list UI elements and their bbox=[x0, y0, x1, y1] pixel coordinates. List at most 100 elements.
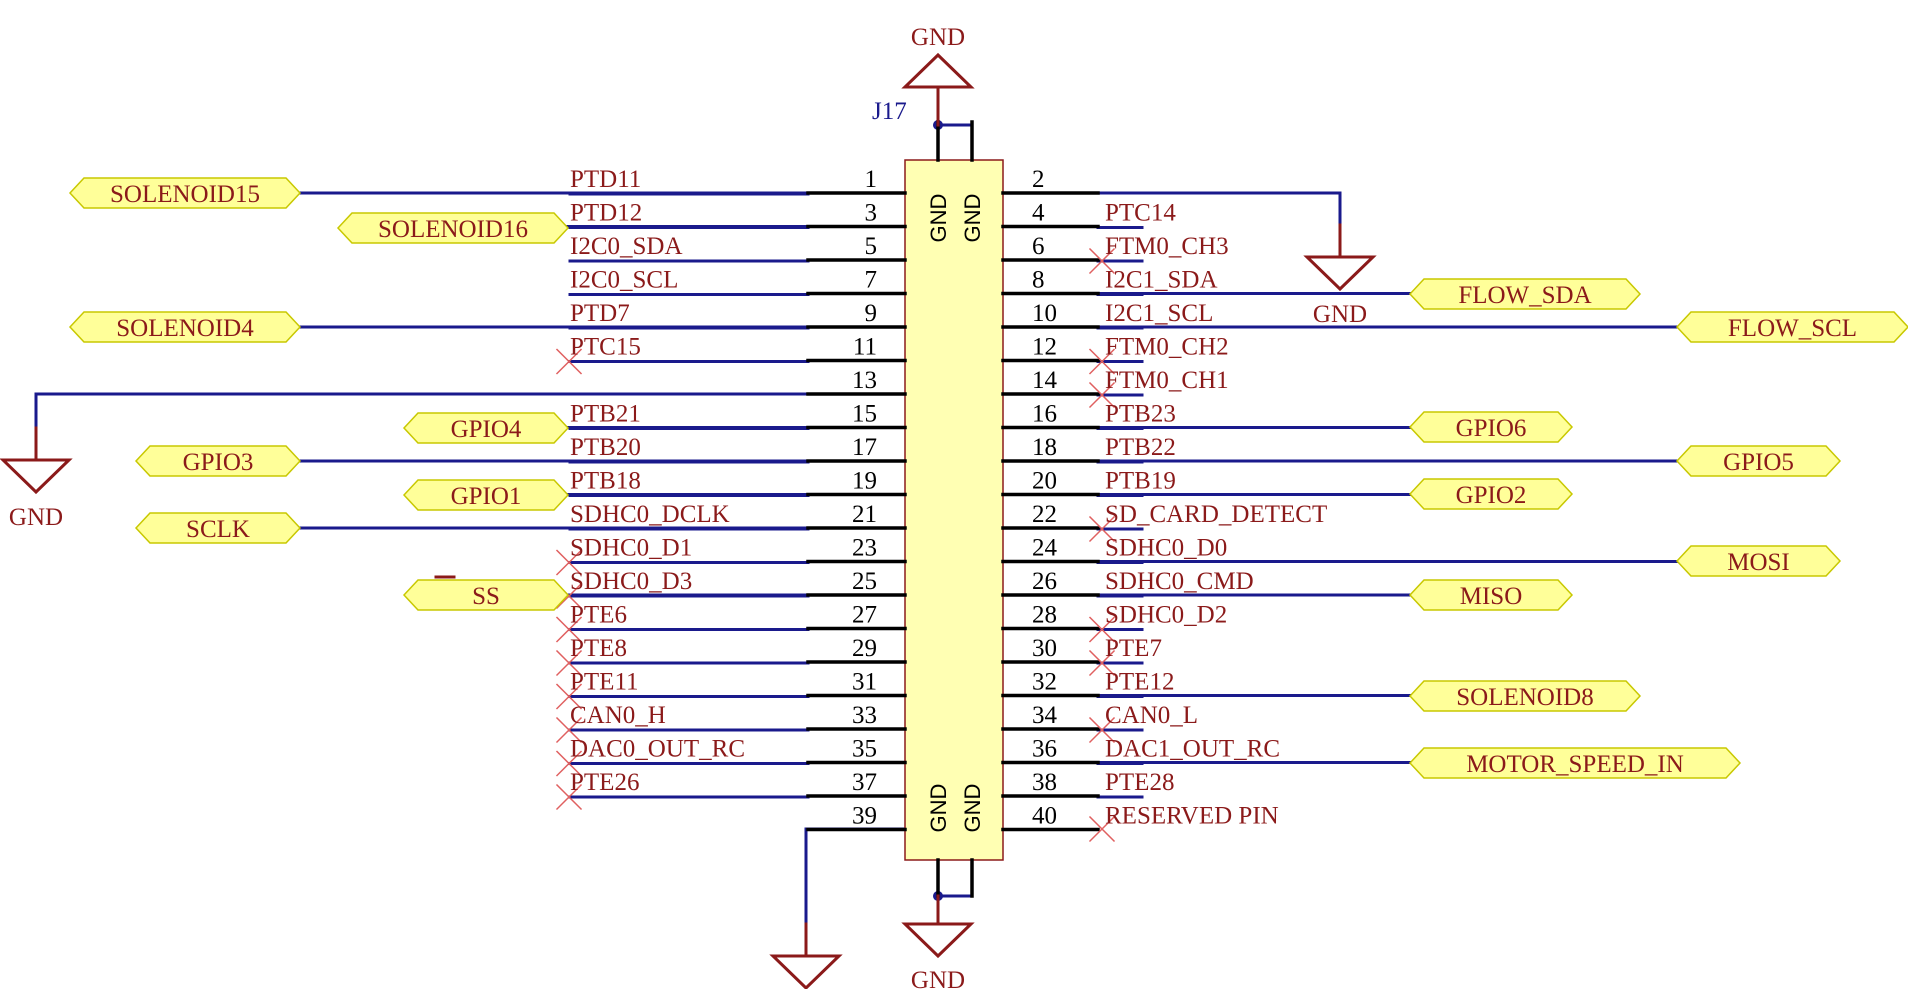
pin-number-right: 24 bbox=[1032, 535, 1058, 562]
pin-number-right: 14 bbox=[1032, 367, 1058, 394]
pin-number-left: 17 bbox=[852, 434, 877, 461]
net-label-shape bbox=[336, 212, 570, 244]
pin-name-left: SDHC0_D3 bbox=[570, 568, 692, 595]
no-connect-mark bbox=[555, 683, 583, 710]
pin-number-right: 22 bbox=[1032, 501, 1057, 528]
net-label-shape bbox=[1408, 278, 1642, 310]
pin-name-left: PTC15 bbox=[570, 334, 641, 361]
pin-name-left: PTD7 bbox=[570, 300, 630, 327]
pin-name-right: SDHC0_D2 bbox=[1105, 602, 1227, 629]
pin-number-right: 8 bbox=[1032, 267, 1045, 294]
pin-number-left: 39 bbox=[852, 803, 877, 830]
net-label-text: SS bbox=[472, 583, 500, 610]
pin-number-right: 4 bbox=[1032, 200, 1045, 227]
pins-layer bbox=[555, 120, 1116, 898]
net-label-shape bbox=[402, 412, 570, 444]
gnd-triangle bbox=[0, 458, 73, 495]
gnd-label: GND bbox=[911, 24, 965, 51]
pin-number-left: 5 bbox=[865, 233, 878, 260]
net-label-text: SOLENOID8 bbox=[1456, 684, 1594, 711]
pin-number-left: 31 bbox=[852, 669, 877, 696]
net-label-text: GPIO5 bbox=[1723, 449, 1794, 476]
pin-name-right: PTB19 bbox=[1105, 468, 1176, 495]
pin-name-right: I2C1_SDA bbox=[1105, 267, 1218, 294]
pin-name-left: PTB20 bbox=[570, 434, 641, 461]
pin-number-left: 23 bbox=[852, 535, 877, 562]
net-labels-layer: SOLENOID15 SOLENOID16 SOLENOID4 GPIO4 GPIO3 G… bbox=[68, 177, 1908, 779]
no-connect-mark bbox=[1088, 616, 1116, 643]
pin-number-right: 20 bbox=[1032, 468, 1057, 495]
gnd-label: GND bbox=[1313, 301, 1367, 328]
net-label-shape bbox=[134, 512, 302, 544]
gnd-triangle bbox=[901, 52, 975, 89]
pin-name-left: PTE6 bbox=[570, 602, 627, 629]
no-connect-mark bbox=[1088, 247, 1116, 275]
net-label-shape bbox=[1675, 311, 1908, 343]
pin-name-left: PTB18 bbox=[570, 468, 641, 495]
net-label-text: MOSI bbox=[1727, 549, 1790, 576]
pin-name-right: PTE7 bbox=[1105, 635, 1162, 662]
net-label-shape bbox=[1675, 545, 1842, 577]
connector-body-layer bbox=[904, 159, 1004, 861]
pin-number-right: 34 bbox=[1032, 702, 1058, 729]
pin-name-left: CAN0_H bbox=[570, 702, 666, 729]
no-connect-mark bbox=[555, 549, 583, 576]
pin-name-left: SDHC0_D1 bbox=[570, 535, 692, 562]
body-gnd-label: GND bbox=[960, 784, 985, 833]
pin-number-right: 2 bbox=[1032, 166, 1045, 193]
net-label-text: GPIO4 bbox=[451, 416, 522, 443]
pin-number-left: 33 bbox=[852, 702, 877, 729]
pin-name-right: PTE12 bbox=[1105, 669, 1174, 696]
net-label-text: MOTOR_SPEED_IN bbox=[1466, 751, 1684, 778]
pin-number-left: 13 bbox=[852, 367, 877, 394]
no-connect-mark bbox=[1088, 381, 1116, 409]
no-connect-mark bbox=[1088, 716, 1116, 744]
net-label-shape bbox=[1408, 478, 1574, 510]
pin-number-left: 27 bbox=[852, 602, 877, 629]
pin-name-left: PTE11 bbox=[570, 669, 639, 696]
pin-number-left: 35 bbox=[852, 736, 877, 763]
pin-number-right: 36 bbox=[1032, 736, 1057, 763]
pin-number-right: 40 bbox=[1032, 803, 1057, 830]
no-connect-mark bbox=[555, 582, 583, 610]
connector-body bbox=[904, 159, 1004, 861]
pin-number-left: 1 bbox=[865, 166, 878, 193]
pin-number-left: 7 bbox=[865, 267, 878, 294]
no-connect-mark bbox=[555, 716, 583, 744]
pin-name-right: I2C1_SCL bbox=[1105, 300, 1213, 327]
net-label-shape bbox=[134, 445, 302, 477]
net-label-shape bbox=[402, 479, 570, 511]
no-connect-mark bbox=[1088, 348, 1116, 375]
net-label-text: FLOW_SCL bbox=[1728, 315, 1857, 342]
pin-number-left: 11 bbox=[853, 334, 877, 361]
pin-number-left: 15 bbox=[852, 401, 877, 428]
no-connect-mark bbox=[555, 616, 583, 643]
pin-number-left: 21 bbox=[852, 501, 877, 528]
no-connect-mark bbox=[555, 649, 583, 677]
net-label-shape bbox=[1408, 579, 1574, 611]
no-connect-mark bbox=[555, 348, 583, 375]
net-label-shape bbox=[68, 177, 302, 209]
pin-name-left: PTE8 bbox=[570, 635, 627, 662]
pin-name-left: PTB21 bbox=[570, 401, 641, 428]
gnd-triangle bbox=[769, 954, 843, 989]
pin-name-right: PTB23 bbox=[1105, 401, 1176, 428]
net-label-text: GPIO2 bbox=[1456, 482, 1527, 509]
pin-name-left: PTE26 bbox=[570, 769, 639, 796]
body-gnd-label: GND bbox=[926, 194, 951, 243]
wires-layer bbox=[34, 120, 1679, 926]
gnd-label: GND bbox=[911, 967, 965, 989]
net-label-text: GPIO6 bbox=[1456, 415, 1527, 442]
pin-name-right: RESERVED PIN bbox=[1105, 803, 1279, 830]
body-gnd-label: GND bbox=[926, 784, 951, 833]
pin-name-right: FTM0_CH1 bbox=[1105, 367, 1229, 394]
pin-number-right: 16 bbox=[1032, 401, 1057, 428]
pin-number-left: 9 bbox=[865, 300, 878, 327]
pin-name-right: PTE28 bbox=[1105, 769, 1174, 796]
pin-number-left: 29 bbox=[852, 635, 877, 662]
pin-number-left: 37 bbox=[852, 769, 877, 796]
net-label-shape bbox=[68, 311, 302, 343]
pin-name-left: PTD11 bbox=[570, 166, 641, 193]
